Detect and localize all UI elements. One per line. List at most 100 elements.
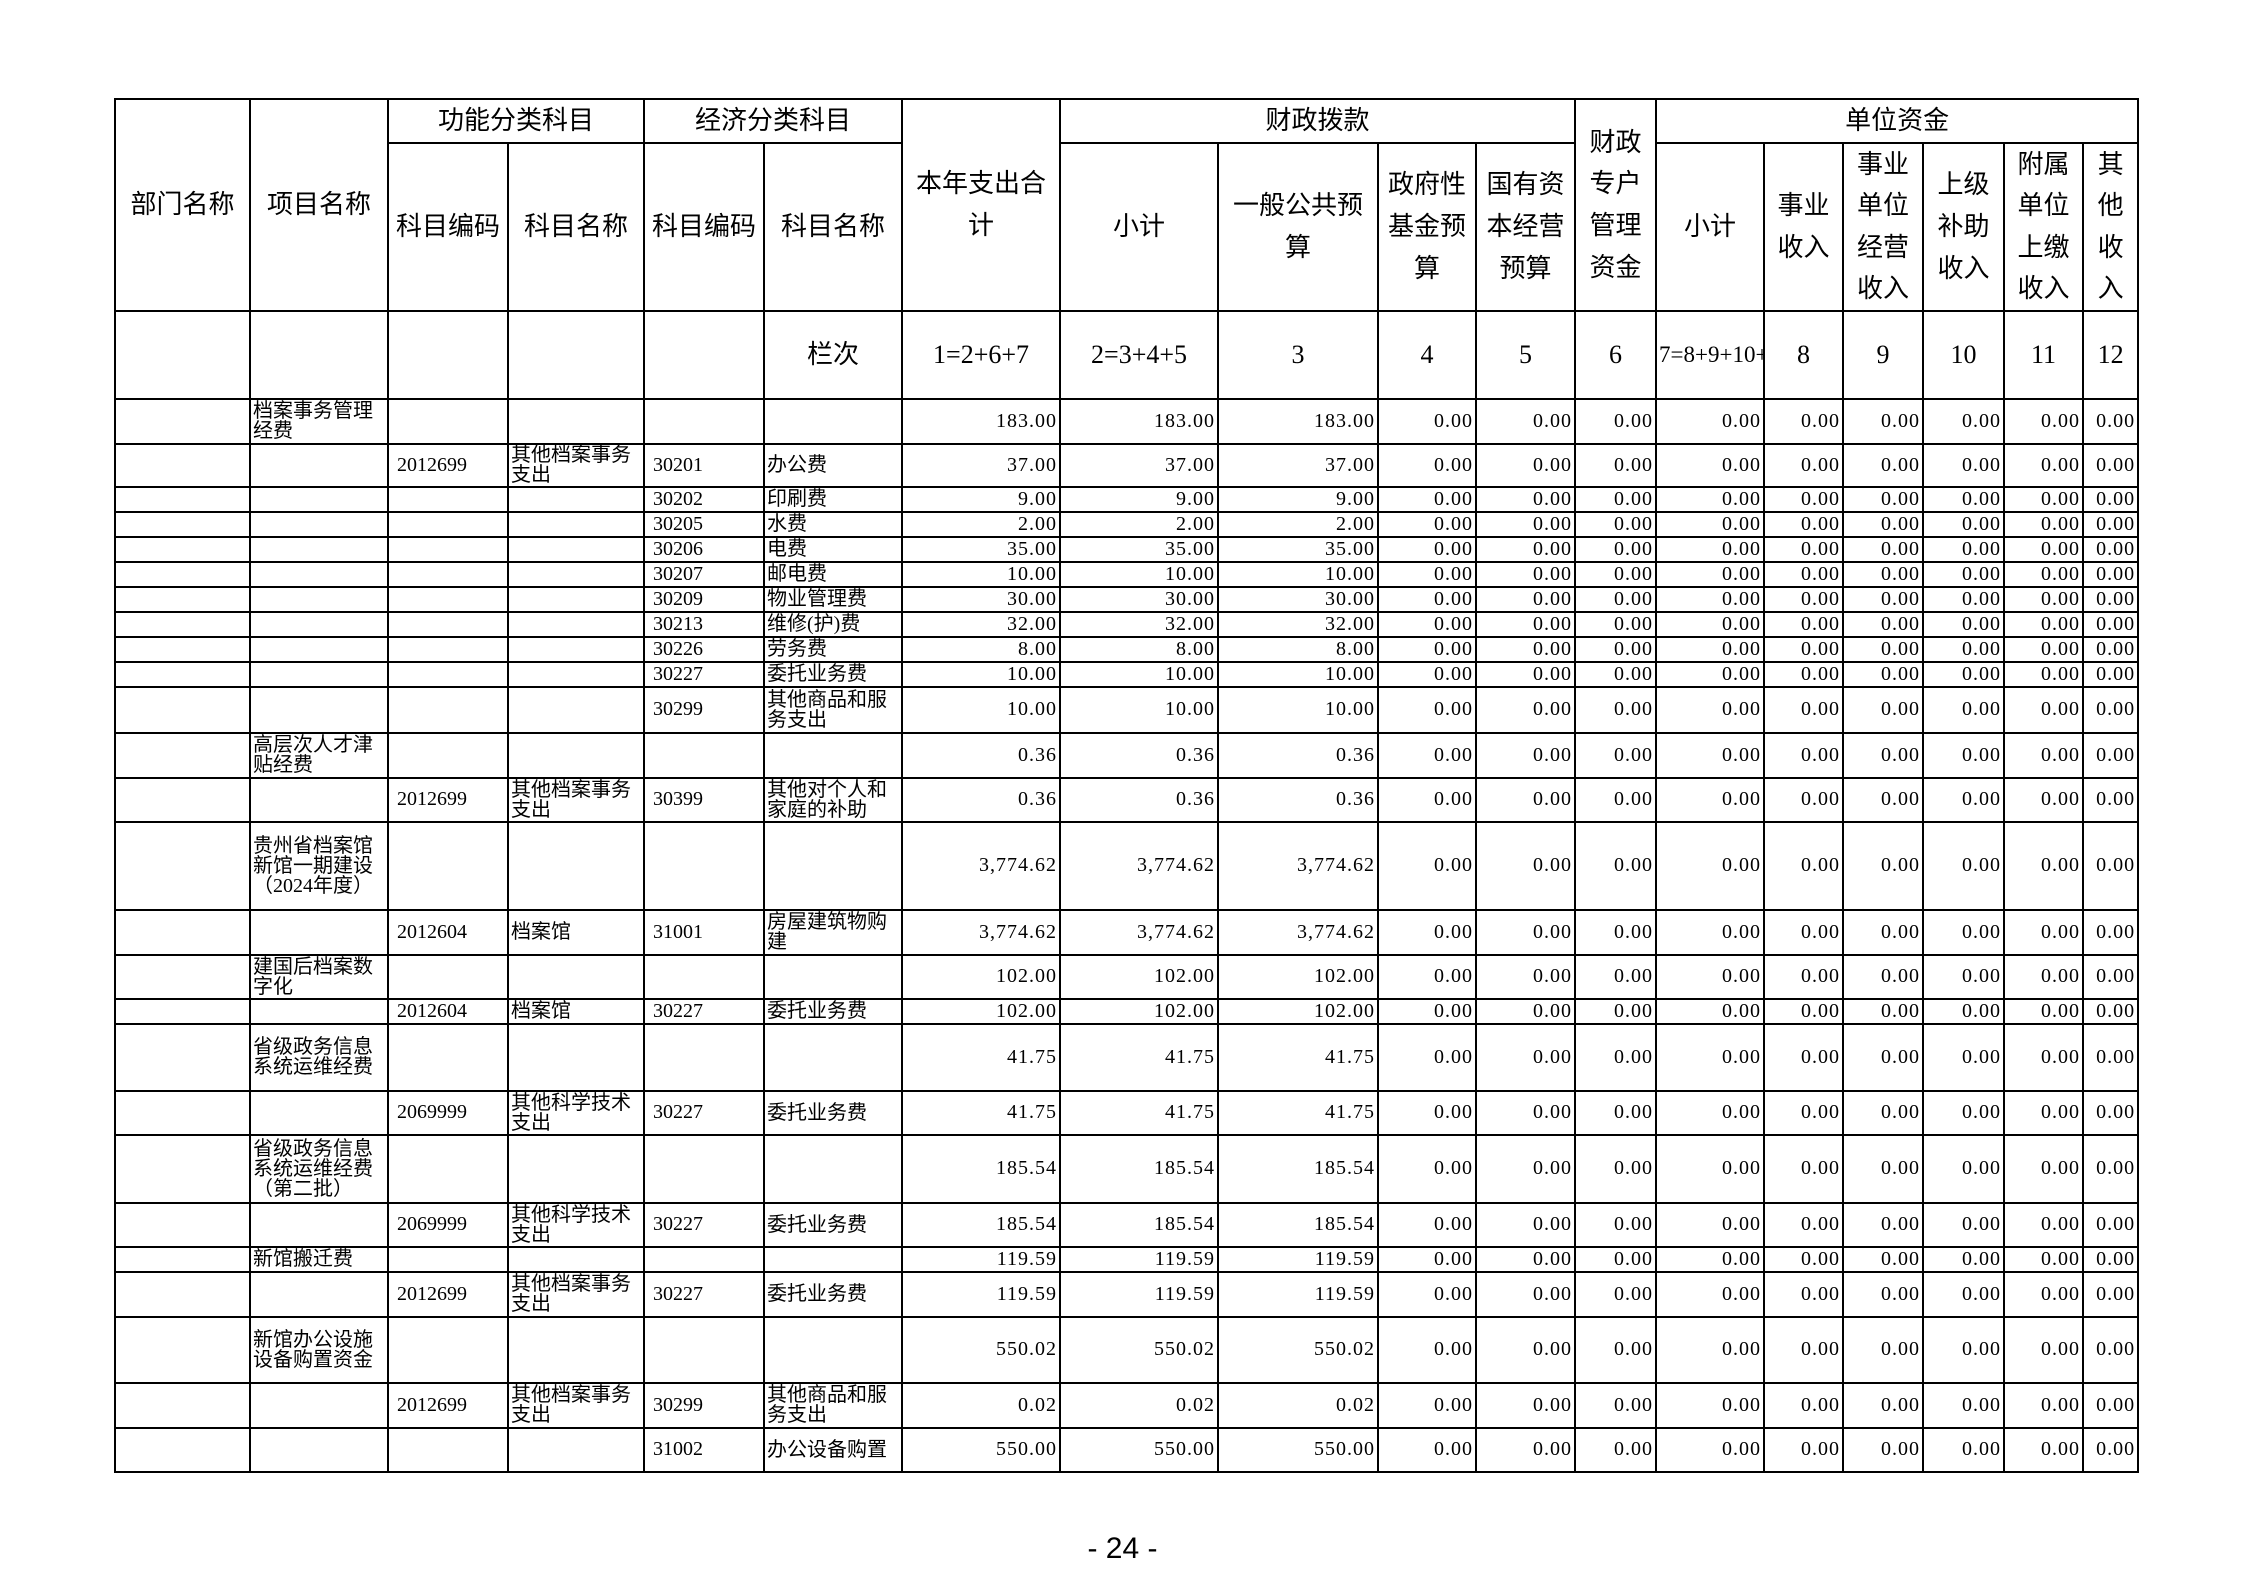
dept-cell xyxy=(114,660,251,688)
superior-subsidy-cell: 0.00 xyxy=(1922,660,2006,688)
column-index: 4 xyxy=(1377,309,1478,400)
other-income-cell: 0.00 xyxy=(2082,1315,2140,1384)
state-capital-cell: 0.00 xyxy=(1475,442,1577,488)
project-cell xyxy=(249,1381,389,1429)
operating-income-cell: 0.00 xyxy=(1842,635,1925,663)
fiscal-subtotal-cell: 550.02 xyxy=(1059,1315,1220,1384)
econ-name-cell: 办公费 xyxy=(763,442,904,488)
dept-cell xyxy=(114,585,251,613)
unit-subtotal-cell: 0.00 xyxy=(1655,820,1766,911)
other-income-cell: 0.00 xyxy=(2082,1426,2140,1473)
dept-cell xyxy=(114,560,251,588)
total-cell: 102.00 xyxy=(901,953,1062,1000)
header-fiscal: 财政拨款 xyxy=(1059,98,1577,144)
dept-cell xyxy=(114,1381,251,1429)
econ-code-cell xyxy=(643,397,766,445)
general-budget-cell: 102.00 xyxy=(1217,997,1380,1025)
total-cell: 3,774.62 xyxy=(901,820,1062,911)
project-cell xyxy=(249,442,389,488)
gov-fund-cell: 0.00 xyxy=(1377,731,1478,779)
econ-name-cell: 电费 xyxy=(763,535,904,563)
total-cell: 3,774.62 xyxy=(901,908,1062,956)
general-budget-cell: 9.00 xyxy=(1217,485,1380,513)
total-cell: 10.00 xyxy=(901,685,1062,734)
unit-subtotal-cell: 0.00 xyxy=(1655,560,1766,588)
superior-subsidy-cell: 0.00 xyxy=(1922,1381,2006,1429)
gov-fund-cell: 0.00 xyxy=(1377,397,1478,445)
superior-subsidy-cell: 0.00 xyxy=(1922,953,2006,1000)
other-income-cell: 0.00 xyxy=(2082,1245,2140,1273)
total-cell: 185.54 xyxy=(901,1133,1062,1204)
func-name-cell: 档案馆 xyxy=(506,997,646,1025)
fiscal-subtotal-cell: 185.54 xyxy=(1059,1201,1220,1248)
business-income-cell: 0.00 xyxy=(1763,1426,1845,1473)
econ-name-cell xyxy=(763,1245,904,1273)
affiliated-income-cell: 0.00 xyxy=(2003,953,2085,1000)
gov-fund-cell: 0.00 xyxy=(1377,1089,1478,1136)
func-name-cell xyxy=(506,660,646,688)
business-income-cell: 0.00 xyxy=(1763,560,1845,588)
func-code-cell xyxy=(387,820,509,911)
special-account-cell: 0.00 xyxy=(1574,397,1658,445)
econ-name-cell xyxy=(763,731,904,779)
func-code-cell xyxy=(387,397,509,445)
business-income-cell: 0.00 xyxy=(1763,610,1845,638)
unit-subtotal-cell: 0.00 xyxy=(1655,485,1766,513)
econ-code-cell xyxy=(643,953,766,1000)
gov-fund-cell: 0.00 xyxy=(1377,908,1478,956)
column-index: 7=8+9+10+11+12 xyxy=(1655,309,1766,400)
special-account-cell: 0.00 xyxy=(1574,1133,1658,1204)
column-index: 11 xyxy=(2003,309,2085,400)
superior-subsidy-cell: 0.00 xyxy=(1922,1022,2006,1092)
business-income-cell: 0.00 xyxy=(1763,660,1845,688)
econ-code-cell xyxy=(643,731,766,779)
econ-code-cell: 30205 xyxy=(643,510,766,538)
state-capital-cell: 0.00 xyxy=(1475,1270,1577,1318)
econ-name-cell xyxy=(763,953,904,1000)
gov-fund-cell: 0.00 xyxy=(1377,1022,1478,1092)
fiscal-subtotal-cell: 32.00 xyxy=(1059,610,1220,638)
general-budget-cell: 8.00 xyxy=(1217,635,1380,663)
header-project-name: 项目名称 xyxy=(249,98,389,312)
fiscal-subtotal-cell: 0.02 xyxy=(1059,1381,1220,1429)
econ-code-cell: 31002 xyxy=(643,1426,766,1473)
operating-income-cell: 0.00 xyxy=(1842,560,1925,588)
project-cell xyxy=(249,685,389,734)
state-capital-cell: 0.00 xyxy=(1475,610,1577,638)
column-index: 3 xyxy=(1217,309,1380,400)
project-cell: 建国后档案数字化 xyxy=(249,953,389,1000)
operating-income-cell: 0.00 xyxy=(1842,685,1925,734)
total-cell: 119.59 xyxy=(901,1270,1062,1318)
header-econ-code: 科目编码 xyxy=(643,141,766,312)
state-capital-cell: 0.00 xyxy=(1475,1426,1577,1473)
gov-fund-cell: 0.00 xyxy=(1377,1201,1478,1248)
unit-subtotal-cell: 0.00 xyxy=(1655,1381,1766,1429)
general-budget-cell: 183.00 xyxy=(1217,397,1380,445)
operating-income-cell: 0.00 xyxy=(1842,1133,1925,1204)
dept-cell xyxy=(114,1245,251,1273)
header-func-class: 功能分类科目 xyxy=(386,98,646,144)
econ-name-cell: 房屋建筑物购建 xyxy=(763,908,904,956)
state-capital-cell: 0.00 xyxy=(1475,635,1577,663)
superior-subsidy-cell: 0.00 xyxy=(1922,997,2006,1025)
state-capital-cell: 0.00 xyxy=(1475,953,1577,1000)
func-code-cell xyxy=(387,510,509,538)
blank-cell xyxy=(643,309,766,400)
func-code-cell xyxy=(387,535,509,563)
superior-subsidy-cell: 0.00 xyxy=(1922,1089,2006,1136)
econ-code-cell: 30227 xyxy=(643,997,766,1025)
affiliated-income-cell: 0.00 xyxy=(2003,635,2085,663)
special-account-cell: 0.00 xyxy=(1574,1022,1658,1092)
dept-cell xyxy=(114,1201,251,1248)
gov-fund-cell: 0.00 xyxy=(1377,1315,1478,1384)
total-cell: 41.75 xyxy=(901,1022,1062,1092)
other-income-cell: 0.00 xyxy=(2082,731,2140,779)
project-cell xyxy=(249,1201,389,1248)
state-capital-cell: 0.00 xyxy=(1475,1133,1577,1204)
column-index-row: 栏次 1=2+6+7 2=3+4+5 3 4 5 6 7=8+9+10+11+1… xyxy=(114,309,2140,400)
header-unit-funds: 单位资金 xyxy=(1655,98,2140,144)
func-name-cell xyxy=(506,820,646,911)
state-capital-cell: 0.00 xyxy=(1475,820,1577,911)
column-index-label: 栏次 xyxy=(763,309,904,400)
gov-fund-cell: 0.00 xyxy=(1377,660,1478,688)
